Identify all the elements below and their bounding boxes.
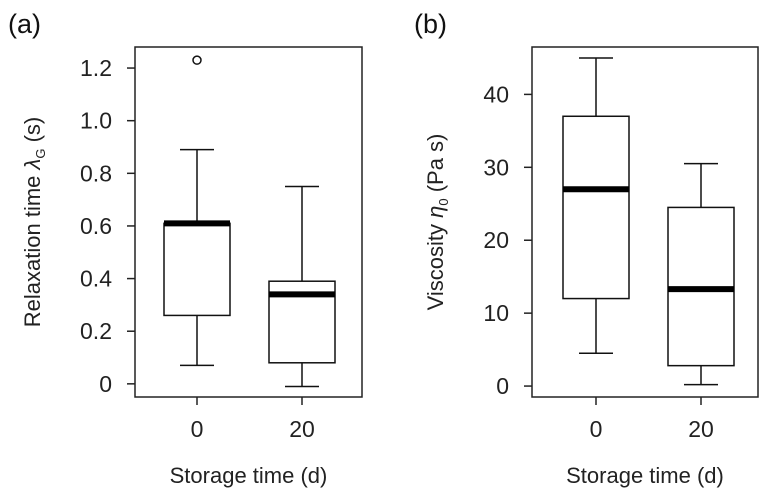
panel-b-plot-frame (531, 46, 759, 398)
x-tick-label: 20 (688, 416, 714, 442)
panel-a: (a) Storage time (d) Relaxation time λG … (8, 9, 363, 488)
y-tick-label: 0.4 (80, 266, 112, 292)
panel-a-x-axis-title: Storage time (d) (170, 463, 328, 488)
panel-a-plot-frame (134, 46, 363, 398)
y-tick-label: 1.0 (80, 108, 112, 134)
panel-b-x-axis-title: Storage time (d) (566, 463, 724, 488)
iqr-box (562, 115, 630, 300)
panel-b-label: (b) (414, 9, 447, 39)
panel-b-marks: 0 10 20 30 40 0 20 (483, 57, 735, 442)
panel-a-label: (a) (8, 9, 41, 39)
x-tick-label: 0 (590, 416, 603, 442)
panel-b-y-axis-title: Viscosity η0 (Pa s) (423, 134, 451, 311)
y-tick-label: 0 (99, 371, 112, 397)
y-tick-label: 30 (483, 154, 509, 180)
y-tick-label: 0.8 (80, 160, 112, 186)
panel-a-y-axis-title: Relaxation time λG (s) (20, 117, 48, 327)
y-tick-label: 1.2 (80, 55, 112, 81)
y-tick-label: 0.6 (80, 213, 112, 239)
y-tick-label: 0.2 (80, 318, 112, 344)
x-tick-label: 20 (289, 416, 315, 442)
y-tick-label: 20 (483, 227, 509, 253)
y-tick-label: 10 (483, 300, 509, 326)
outlier-point (192, 55, 202, 65)
panel-b: (b) Storage time (d) Viscosity η0 (Pa s)… (414, 9, 759, 488)
y-tick-label: 0 (496, 373, 509, 399)
y-tick-label: 40 (483, 81, 509, 107)
iqr-box (163, 222, 231, 317)
x-tick-label: 0 (191, 416, 204, 442)
panel-a-marks: 0 0.2 0.4 0.6 0.8 1.0 1.2 0 20 (80, 55, 336, 442)
